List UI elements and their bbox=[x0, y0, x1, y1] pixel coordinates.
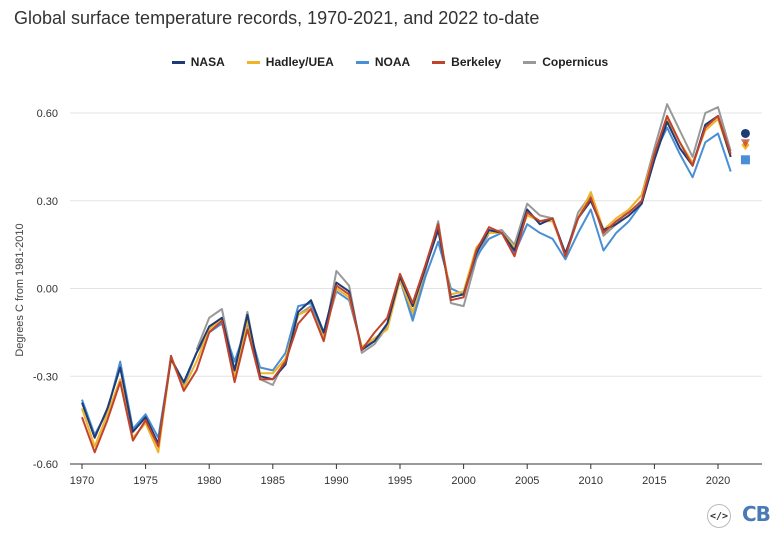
x-tick-label: 1970 bbox=[70, 475, 94, 487]
marker-2022-nasa bbox=[740, 128, 750, 138]
chart-title: Global surface temperature records, 1970… bbox=[14, 8, 540, 28]
x-tick-label: 2010 bbox=[579, 475, 603, 487]
legend-item-hadley-uea[interactable]: Hadley/UEA bbox=[246, 53, 334, 71]
legend-label: NASA bbox=[190, 55, 225, 69]
series-line-nasa bbox=[81, 114, 732, 445]
series-line-hadley-uea bbox=[81, 117, 732, 454]
embed-code-icon[interactable]: </> bbox=[707, 504, 731, 528]
legend-label: Berkeley bbox=[451, 55, 502, 69]
y-tick-label: 0.60 bbox=[37, 108, 58, 120]
legend-item-noaa[interactable]: NOAA bbox=[355, 53, 411, 71]
y-tick-label: -0.60 bbox=[33, 459, 58, 471]
y-tick-label: 0.00 bbox=[37, 284, 58, 296]
y-tick-label: 0.30 bbox=[37, 196, 58, 208]
series-line-noaa bbox=[81, 126, 732, 439]
x-tick-label: 1995 bbox=[388, 475, 412, 487]
series-line-copernicus bbox=[195, 103, 732, 386]
x-tick-label: 2015 bbox=[642, 475, 666, 487]
legend-label: Copernicus bbox=[542, 55, 609, 69]
x-tick-label: 1985 bbox=[261, 475, 285, 487]
legend-label: NOAA bbox=[374, 55, 411, 69]
x-tick-label: 2000 bbox=[451, 475, 475, 487]
legend-item-copernicus[interactable]: Copernicus bbox=[523, 53, 608, 71]
legend-swatch bbox=[523, 60, 537, 64]
marker-2022-noaa bbox=[740, 155, 750, 165]
legend-item-nasa[interactable]: NASA bbox=[171, 53, 225, 71]
legend-item-berkeley[interactable]: Berkeley bbox=[432, 53, 501, 71]
chart-legend: NASA Hadley/UEA NOAA Berkeley Copernicus bbox=[0, 53, 780, 71]
legend-swatch bbox=[355, 60, 369, 64]
x-tick-label: 1975 bbox=[133, 475, 157, 487]
x-tick-label: 2020 bbox=[706, 475, 730, 487]
x-tick-label: 1980 bbox=[197, 475, 221, 487]
carbon-brief-logo: CB bbox=[742, 502, 771, 526]
x-tick-label: 1990 bbox=[324, 475, 348, 487]
x-tick-label: 2005 bbox=[515, 475, 539, 487]
marker-2022-berkeley bbox=[740, 139, 750, 148]
legend-swatch bbox=[246, 60, 260, 64]
legend-swatch bbox=[432, 60, 446, 64]
y-tick-label: -0.30 bbox=[33, 371, 58, 383]
legend-swatch bbox=[171, 60, 185, 64]
series-line-berkeley bbox=[81, 114, 732, 454]
legend-label: Hadley/UEA bbox=[265, 55, 334, 69]
